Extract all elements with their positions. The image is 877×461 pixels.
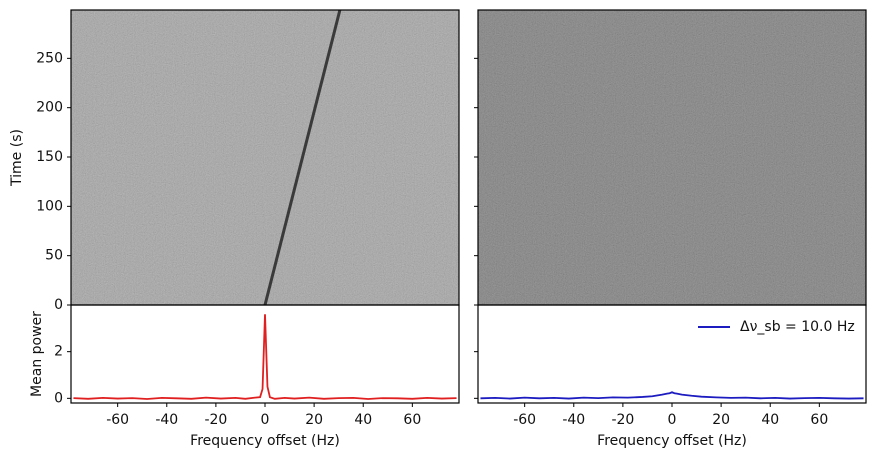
y-tick-label: 150 bbox=[36, 149, 63, 165]
x-tick-label: 40 bbox=[761, 412, 779, 428]
y-tick-label: 50 bbox=[45, 248, 63, 264]
x-tick-label: 0 bbox=[261, 412, 270, 428]
x-tick-label: 0 bbox=[668, 412, 677, 428]
y-tick-label: 100 bbox=[36, 198, 63, 214]
power-line bbox=[480, 391, 864, 400]
plot-area bbox=[478, 10, 866, 305]
legend-label: Δν_sb = 10.0 Hz bbox=[740, 319, 855, 335]
x-tick-label: -20 bbox=[611, 412, 634, 428]
y-tick-label: 0 bbox=[54, 297, 63, 313]
plot-area bbox=[73, 314, 457, 400]
y-tick-label: 250 bbox=[36, 50, 63, 66]
x-tick-label: 20 bbox=[712, 412, 730, 428]
y-tick-label: 2 bbox=[54, 344, 63, 360]
y-tick-label: 200 bbox=[36, 100, 63, 116]
y-axis-label: Time (s) bbox=[9, 129, 25, 187]
x-tick-label: -40 bbox=[562, 412, 585, 428]
x-axis-label: Frequency offset (Hz) bbox=[190, 433, 340, 449]
x-tick-label: -20 bbox=[204, 412, 227, 428]
spectrogram-noise bbox=[478, 10, 866, 305]
y-tick-label: 0 bbox=[54, 390, 63, 406]
x-tick-label: -60 bbox=[106, 412, 129, 428]
plot-area bbox=[71, 10, 459, 305]
x-tick-label: 60 bbox=[810, 412, 828, 428]
x-axis-label: Frequency offset (Hz) bbox=[597, 433, 747, 449]
x-tick-label: 20 bbox=[305, 412, 323, 428]
x-tick-label: -60 bbox=[513, 412, 536, 428]
power-line bbox=[73, 314, 457, 400]
x-tick-label: 40 bbox=[354, 412, 372, 428]
signal-track bbox=[263, 10, 342, 305]
y-axis-label: Mean power bbox=[29, 311, 45, 397]
x-tick-label: -40 bbox=[155, 412, 178, 428]
x-tick-label: 60 bbox=[403, 412, 421, 428]
spectrogram-noise bbox=[71, 10, 459, 305]
plot-area bbox=[480, 391, 864, 400]
